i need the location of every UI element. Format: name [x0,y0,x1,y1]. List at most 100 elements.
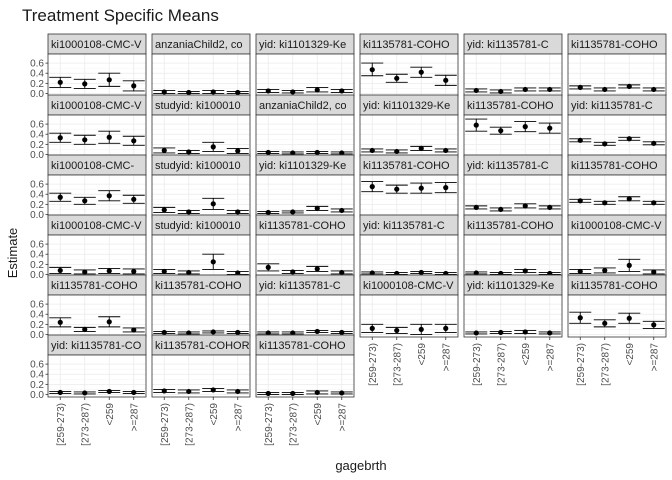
x-tick-label: <259 [521,343,532,366]
facet-strip-label: ki1135781-COHO [51,280,138,292]
x-tick-label: [273-287) [392,343,403,386]
data-point [131,138,137,144]
data-point [290,89,296,95]
data-point [235,270,241,276]
facet-panel: ki1000108-CMC-V 0.00.20.40.6 [30,33,147,100]
data-point [522,203,528,209]
data-point [314,205,320,211]
facet-panel-bg [48,54,146,96]
facet-panel: anzaniaChild2, co [151,33,251,97]
data-point [602,267,608,274]
y-tick-label: 0.2 [30,79,44,90]
facet-strip-label: yid: ki1135781-C [467,39,549,51]
data-point [522,329,528,335]
facet-strip-label: yid: ki1101329-Ke [363,100,450,112]
facet-strip-label: ki1135781-COHO [571,280,658,292]
data-point [235,89,241,96]
data-point [394,75,400,81]
data-point [82,137,88,143]
chart-title: Treatment Specific Means [22,6,219,25]
facet-panel: yid: ki1101329-Ke [255,154,355,218]
data-point [106,319,112,325]
data-point [235,388,241,395]
facet-strip-label: ki1135781-COHO [363,160,450,172]
facet-panel: ki1000108-CMC-V 0.00.20.40.6 [30,214,147,281]
x-tick-label: [259-273) [264,403,275,446]
data-point [57,319,63,325]
facet-panel-border [47,354,147,398]
data-point [626,262,632,268]
data-point [235,329,241,336]
data-point [186,388,192,395]
facet-panel: yid: ki1135781-C [567,94,667,158]
data-point [210,259,216,265]
data-point [522,86,528,93]
data-point [57,194,63,200]
facet-strip-label: yid: ki1101329-Ke [467,280,554,292]
data-point [418,326,424,333]
data-point [369,184,375,190]
y-tick-label: 0.6 [30,240,44,251]
data-point [290,209,296,215]
data-point [161,268,167,275]
facet-panel: yid: ki1135781-C [463,33,563,97]
facet-panel-bg [464,175,562,217]
data-point [82,81,88,87]
x-tick-label: [273-287) [288,403,299,446]
data-point [498,206,504,213]
data-point [602,320,608,326]
facet-strip-label: yid: ki1135781-CO [51,340,142,352]
facet-strip-label: ki1135781-COHO [467,100,554,112]
data-point [369,147,375,154]
data-point [265,149,271,156]
data-point [602,200,608,206]
facet-panel: studyid: ki100010 [151,94,251,158]
data-point [577,268,583,275]
y-tick-label: 0.2 [30,140,44,151]
facet-panel-bg [48,235,146,277]
y-tick-label: 0.0 [30,390,44,401]
facet-panel: ki1135781-COHO [359,154,459,218]
data-point [339,329,345,336]
x-tick-label: [273-287) [600,343,611,386]
facet-panel: ki1135781-COHO [463,214,563,278]
facet-panel: ki1135781-COHO [567,33,667,97]
facet-strip-label: anzaniaChild2, co [155,39,242,51]
facet-panel-bg [568,115,666,157]
data-point [626,196,632,202]
data-point [498,329,504,336]
y-axis-title: Estimate [5,228,20,279]
facet-panel: ki1000108-CMC- 0.00.20.40.6 [30,154,147,221]
facet-panel-bg [464,235,562,277]
y-tick-label: 0.4 [30,310,44,321]
facet-strip-label: ki1135781-COHO [467,220,554,232]
data-point [131,389,137,396]
data-point [577,137,583,143]
data-point [265,330,271,336]
facet-panel: ki1000108-CMC-V [359,274,459,338]
facet-strip-label: studyid: ki100010 [155,100,241,112]
data-point [82,390,88,396]
facet-panel-bg [152,295,250,337]
data-point [161,89,167,95]
facet-panel: anzaniaChild2, co [255,94,355,158]
data-point [161,207,167,213]
data-point [443,185,449,191]
x-tick-label: [259-273) [368,343,379,386]
data-point [651,86,657,93]
facet-panel-bg [48,295,146,337]
data-point [577,84,583,90]
data-point [131,268,137,275]
data-point [602,141,608,147]
x-tick-label: >=287 [545,343,556,372]
data-point [577,315,583,321]
x-tick-label: [273-287) [80,403,91,446]
facet-panel-bg [256,115,354,157]
facet-strip-label: ki1000108-CMC-V [571,220,662,232]
data-point [626,315,632,321]
data-point [57,389,63,396]
facet-panel-bg [152,235,250,277]
data-point [522,124,528,130]
facet-panel: yid: ki1101329-Ke [463,274,563,338]
x-tick-label: <259 [105,403,116,426]
